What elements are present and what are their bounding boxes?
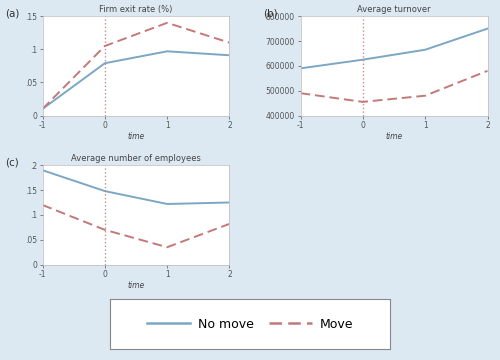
Legend: No move, Move: No move, Move bbox=[142, 312, 358, 336]
Title: Average turnover: Average turnover bbox=[357, 5, 431, 14]
Title: Average number of employees: Average number of employees bbox=[71, 154, 201, 163]
Text: (b): (b) bbox=[263, 8, 278, 18]
Text: (a): (a) bbox=[5, 8, 20, 18]
Text: (c): (c) bbox=[5, 157, 19, 167]
X-axis label: time: time bbox=[386, 131, 402, 140]
X-axis label: time: time bbox=[128, 280, 144, 289]
Title: Firm exit rate (%): Firm exit rate (%) bbox=[100, 5, 172, 14]
X-axis label: time: time bbox=[128, 131, 144, 140]
